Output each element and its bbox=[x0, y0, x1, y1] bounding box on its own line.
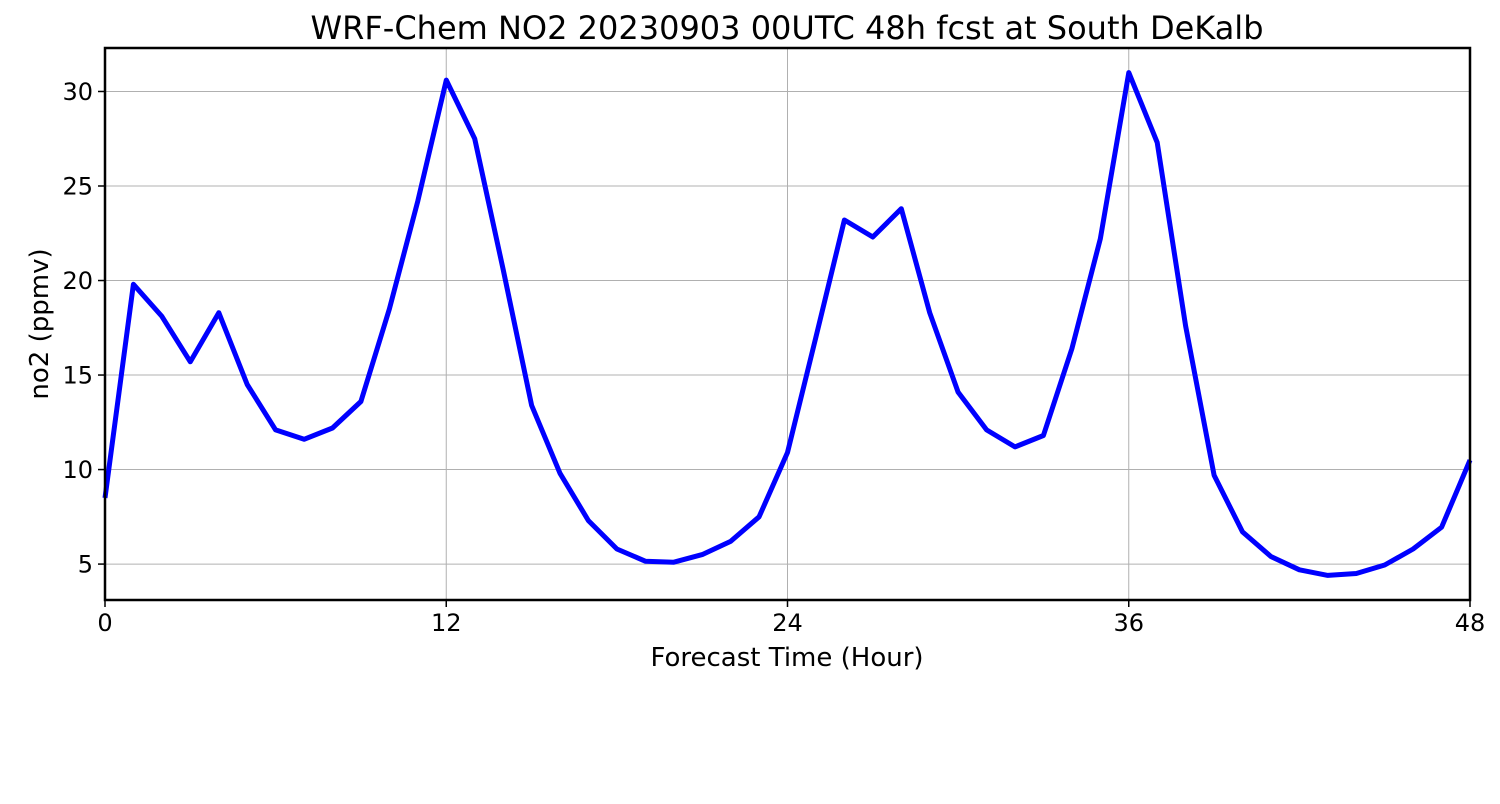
chart-title: WRF-Chem NO2 20230903 00UTC 48h fcst at … bbox=[311, 9, 1264, 47]
x-tick-label: 24 bbox=[772, 609, 803, 637]
y-tick-label: 25 bbox=[62, 173, 93, 201]
y-tick-label: 30 bbox=[62, 78, 93, 106]
x-tick-label: 0 bbox=[97, 609, 112, 637]
x-axis-label: Forecast Time (Hour) bbox=[650, 643, 923, 673]
y-tick-label: 15 bbox=[62, 362, 93, 390]
y-tick-label: 20 bbox=[62, 267, 93, 295]
x-tick-label: 12 bbox=[431, 609, 462, 637]
tick-layer: 0 12 24 36 48 5 10 15 20 25 30 bbox=[62, 78, 1485, 637]
grid-layer bbox=[105, 48, 1470, 600]
x-tick-label: 48 bbox=[1455, 609, 1486, 637]
x-tick-label: 36 bbox=[1113, 609, 1144, 637]
y-tick-label: 5 bbox=[78, 551, 93, 579]
y-tick-label: 10 bbox=[62, 456, 93, 484]
y-axis-label: no2 (ppmv) bbox=[25, 248, 55, 399]
